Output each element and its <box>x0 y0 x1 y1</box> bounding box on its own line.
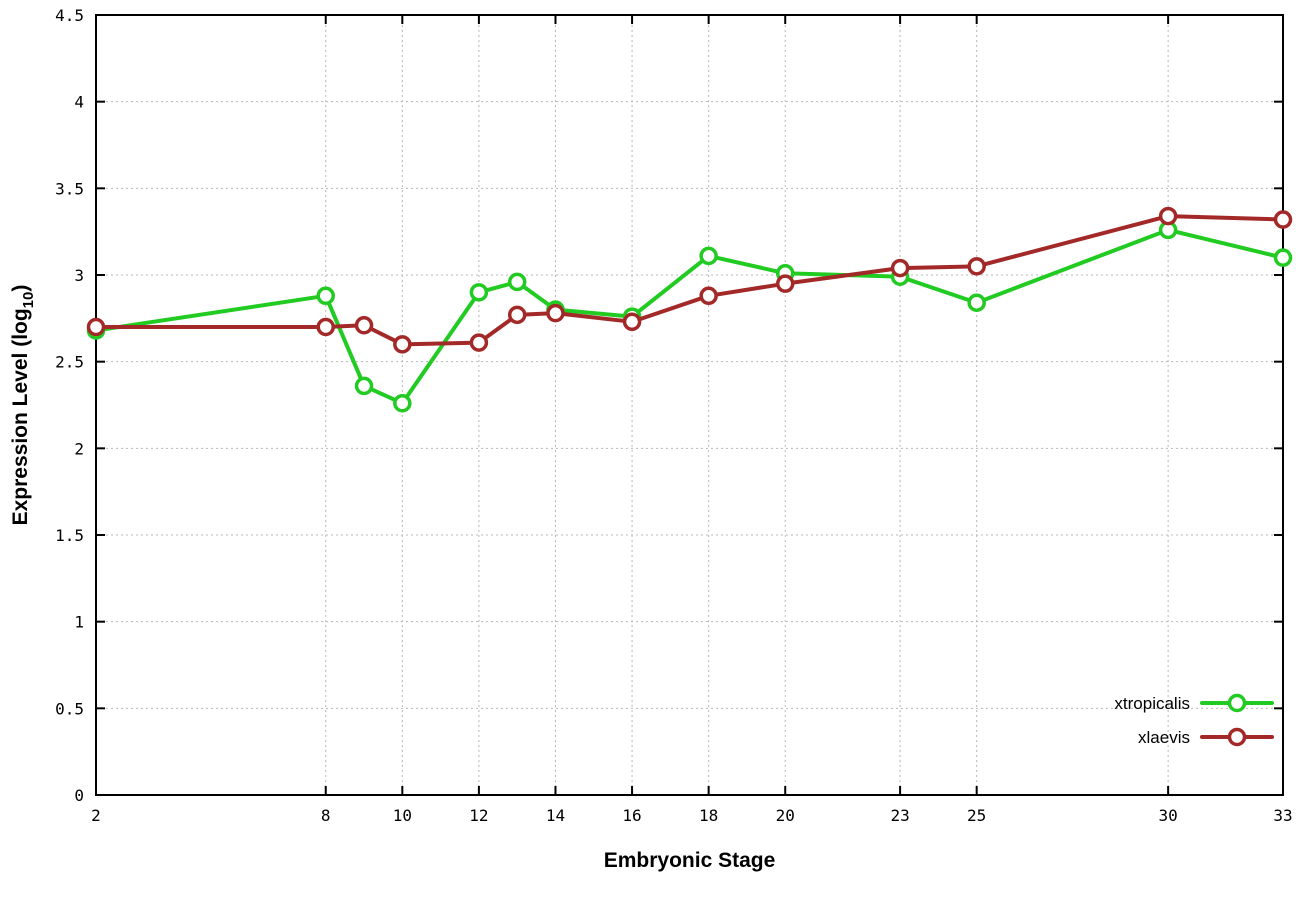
axes-ticks: 2 8 10 12 14 16 18 20 23 25 30 33 0 0.5 1 1.5 2 2.5 3 3.5 4 4… <box>55 6 1293 825</box>
y-tick-label: 4 <box>74 93 84 112</box>
y-tick-label: 4.5 <box>55 6 84 25</box>
data-point-xlaevis <box>622 312 642 332</box>
y-tick-label: 1 <box>74 613 84 632</box>
data-point-xlaevis <box>699 286 718 306</box>
data-point-xlaevis <box>316 317 335 337</box>
data-point-xlaevis <box>775 274 795 293</box>
data-point-xtropicalis <box>469 283 489 302</box>
y-tick-label: 2.5 <box>55 353 84 372</box>
y-tick-label: 0 <box>74 786 84 805</box>
y-tick-label: 0.5 <box>55 699 84 718</box>
data-point-xlaevis <box>86 317 106 337</box>
data-point-xlaevis <box>393 335 412 354</box>
x-tick-label: 23 <box>890 806 909 825</box>
y-tick-label: 3.5 <box>55 179 84 198</box>
series-line-xtropicalis <box>94 227 1285 406</box>
x-tick-label: 16 <box>622 806 641 825</box>
data-point-xlaevis <box>1158 206 1178 226</box>
y-axis-label: Expression Level (log10) <box>9 285 37 526</box>
x-tick-label: 8 <box>321 806 331 825</box>
gridlines <box>96 15 1283 795</box>
legend-label-xlaevis: xlaevis <box>1138 728 1190 747</box>
data-point-xlaevis <box>1273 210 1293 229</box>
x-tick-label: 2 <box>91 806 101 825</box>
plot-border <box>95 14 1284 796</box>
legend-marker <box>1227 727 1247 747</box>
data-point-xlaevis <box>507 305 527 325</box>
data-point-xtropicalis <box>1273 248 1293 267</box>
y-tick-label: 1.5 <box>55 526 84 545</box>
x-tick-label: 14 <box>546 806 565 825</box>
x-tick-label: 30 <box>1158 806 1177 825</box>
legend: xtropicalis xlaevis <box>1114 693 1274 747</box>
series-group <box>86 206 1293 413</box>
series-line-xlaevis <box>94 214 1285 347</box>
data-point-xtropicalis <box>507 272 527 292</box>
data-point-xlaevis <box>469 333 489 352</box>
x-tick-label: 18 <box>699 806 718 825</box>
x-tick-label: 33 <box>1273 806 1292 825</box>
x-tick-label: 10 <box>393 806 412 825</box>
data-point-xlaevis <box>546 303 565 323</box>
data-point-xlaevis <box>890 258 910 278</box>
legend-marker <box>1227 693 1247 713</box>
x-axis-label: Embryonic Stage <box>604 849 776 872</box>
x-tick-label: 20 <box>776 806 795 825</box>
data-point-xtropicalis <box>316 286 335 306</box>
data-point-xlaevis <box>967 257 986 276</box>
x-tick-label: 12 <box>469 806 488 825</box>
data-point-xtropicalis <box>967 293 986 312</box>
y-tick-label: 3 <box>74 266 84 285</box>
x-tick-label: 25 <box>967 806 986 825</box>
data-point-xtropicalis <box>699 246 718 266</box>
data-point-xlaevis <box>354 316 374 335</box>
y-tick-label: 2 <box>74 439 84 458</box>
data-point-xtropicalis <box>354 376 374 396</box>
legend-label-xtropicalis: xtropicalis <box>1114 694 1190 713</box>
data-point-xtropicalis <box>393 394 412 413</box>
